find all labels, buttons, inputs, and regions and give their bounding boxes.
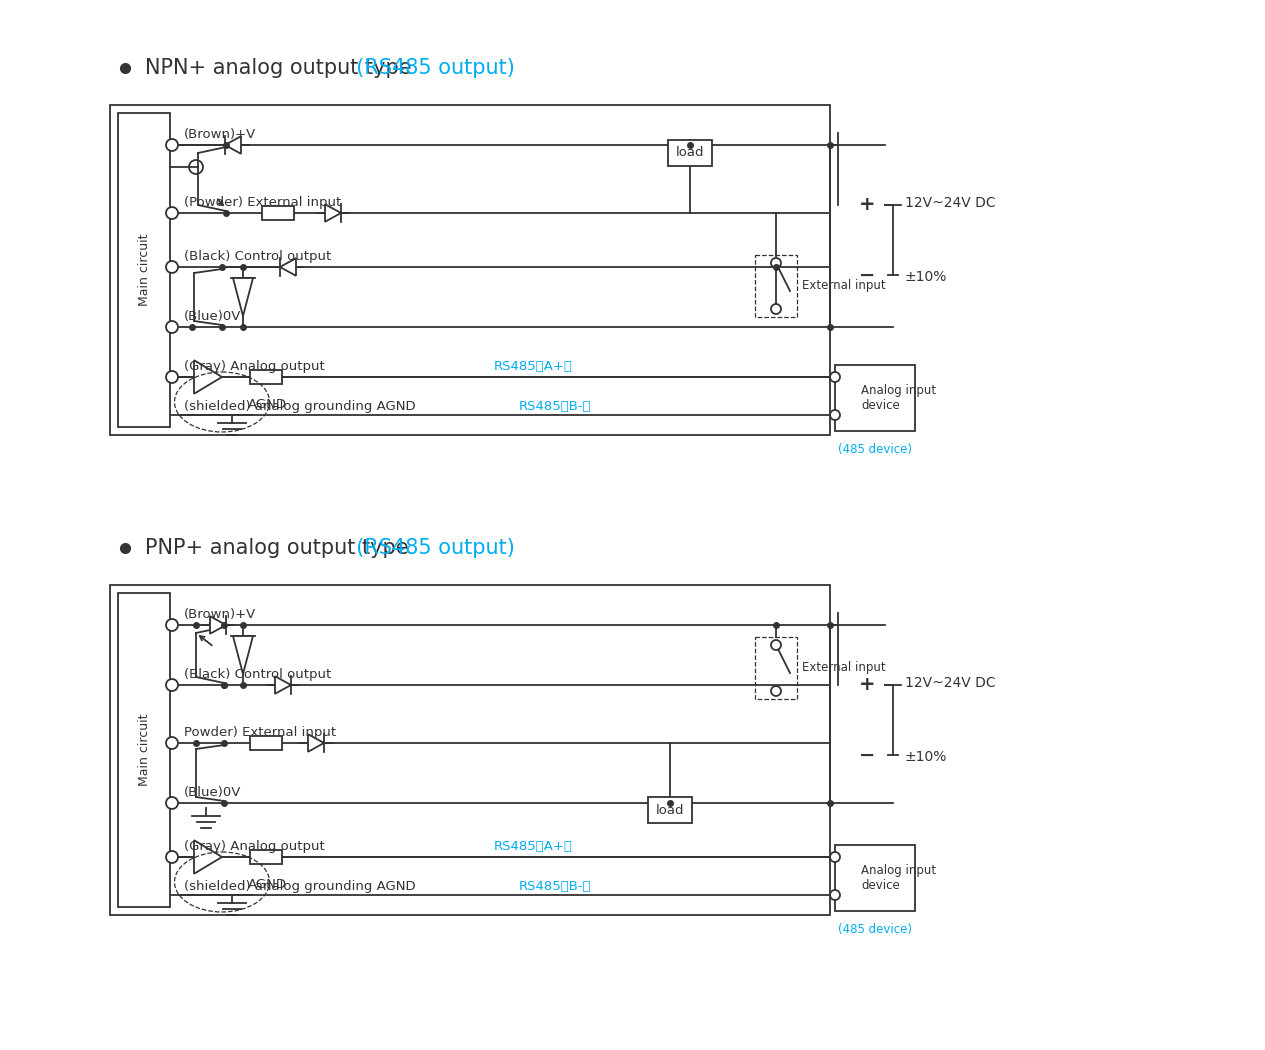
Polygon shape — [210, 616, 226, 634]
Text: 12V~24V DC: 12V~24V DC — [904, 676, 996, 690]
Polygon shape — [275, 676, 291, 694]
Text: Analog input
device: Analog input device — [861, 384, 936, 412]
Text: (485 device): (485 device) — [837, 923, 912, 936]
Polygon shape — [233, 278, 253, 316]
Text: (Brown)+V: (Brown)+V — [183, 608, 257, 621]
Polygon shape — [280, 258, 296, 276]
Circle shape — [830, 372, 840, 382]
Text: External input: External input — [802, 662, 885, 674]
Circle shape — [770, 304, 781, 314]
Circle shape — [166, 737, 178, 749]
Text: External input: External input — [802, 279, 885, 293]
Circle shape — [830, 852, 840, 862]
Text: (RS485 output): (RS485 output) — [343, 58, 515, 78]
Bar — [250, 370, 282, 384]
Bar — [118, 593, 170, 907]
Text: (Blue)0V: (Blue)0V — [183, 310, 242, 323]
Text: 12V~24V DC: 12V~24V DC — [904, 196, 996, 210]
Text: (shielded) analog grounding AGND: (shielded) analog grounding AGND — [183, 400, 416, 413]
Bar — [755, 637, 797, 699]
Bar — [648, 797, 692, 823]
Circle shape — [166, 207, 178, 219]
Text: AGND: AGND — [248, 878, 287, 891]
Text: ±10%: ±10% — [904, 270, 947, 284]
Polygon shape — [194, 360, 221, 394]
Text: (Blue)0V: (Blue)0V — [183, 786, 242, 799]
Text: (485 device): (485 device) — [837, 443, 912, 456]
Text: RS485（A+）: RS485（A+） — [495, 360, 573, 373]
Text: +: + — [859, 675, 875, 694]
Circle shape — [770, 258, 781, 268]
Circle shape — [166, 620, 178, 631]
Polygon shape — [225, 136, 242, 153]
Bar — [755, 255, 797, 317]
Circle shape — [166, 797, 178, 808]
Bar — [835, 845, 915, 911]
Polygon shape — [194, 840, 221, 874]
Text: load: load — [655, 803, 684, 817]
Text: PNP+ analog output type: PNP+ analog output type — [145, 538, 409, 558]
Text: (RS485 output): (RS485 output) — [343, 538, 515, 558]
Bar — [250, 736, 282, 750]
Text: ±10%: ±10% — [904, 750, 947, 764]
Text: (Powder) External input: (Powder) External input — [183, 196, 342, 209]
Bar — [668, 140, 712, 166]
Text: RS485（B-）: RS485（B-） — [519, 400, 592, 413]
Bar — [118, 113, 170, 427]
Circle shape — [166, 321, 178, 333]
Circle shape — [830, 890, 840, 900]
Text: −: − — [859, 746, 875, 764]
Text: (Black) Control output: (Black) Control output — [183, 668, 331, 681]
Text: (Black) Control output: (Black) Control output — [183, 250, 331, 262]
Text: Powder) External input: Powder) External input — [183, 726, 336, 739]
Circle shape — [830, 410, 840, 420]
Bar — [110, 105, 830, 435]
Text: Main circuit: Main circuit — [138, 714, 151, 786]
Polygon shape — [325, 204, 342, 222]
Text: (Gray) Analog output: (Gray) Analog output — [183, 840, 325, 853]
Text: (shielded) analog grounding AGND: (shielded) analog grounding AGND — [183, 880, 416, 892]
Bar — [250, 850, 282, 864]
Text: AGND: AGND — [248, 398, 287, 411]
Text: load: load — [676, 147, 705, 160]
Circle shape — [770, 686, 781, 696]
Text: +: + — [859, 195, 875, 214]
Text: (Gray) Analog output: (Gray) Analog output — [183, 360, 325, 373]
Circle shape — [166, 679, 178, 691]
Circle shape — [166, 261, 178, 273]
Text: Main circuit: Main circuit — [138, 234, 151, 307]
Text: Analog input
device: Analog input device — [861, 864, 936, 892]
Polygon shape — [307, 734, 324, 752]
Circle shape — [166, 139, 178, 151]
Text: −: − — [859, 266, 875, 285]
Text: (Brown)+V: (Brown)+V — [183, 128, 257, 141]
Bar — [262, 206, 293, 220]
Bar — [835, 365, 915, 430]
Circle shape — [166, 850, 178, 863]
Circle shape — [166, 371, 178, 383]
Text: RS485（B-）: RS485（B-） — [519, 880, 592, 892]
Text: NPN+ analog output type: NPN+ analog output type — [145, 58, 411, 78]
Circle shape — [770, 640, 781, 650]
Bar — [110, 585, 830, 915]
Text: RS485（A+）: RS485（A+） — [495, 840, 573, 853]
Polygon shape — [233, 636, 253, 674]
